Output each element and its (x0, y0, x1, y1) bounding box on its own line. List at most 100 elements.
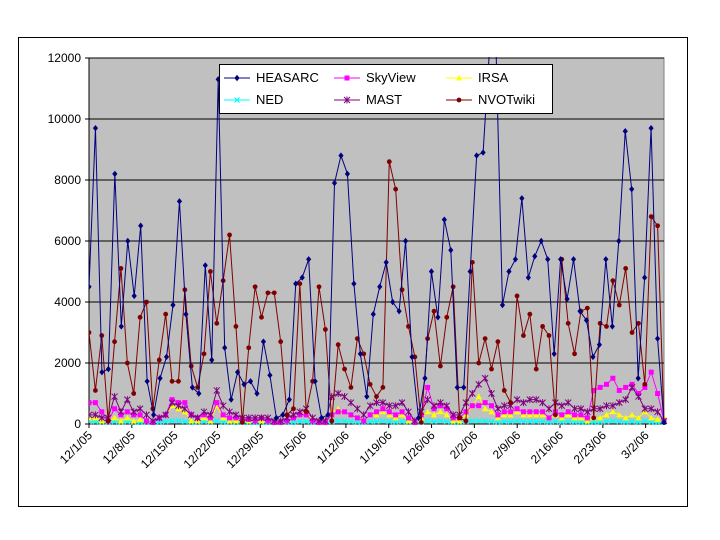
data-point-heasarc (125, 237, 131, 245)
data-point-nvotwiki (246, 345, 252, 351)
data-point-irsa (226, 417, 233, 424)
data-point-nvotwiki (463, 418, 469, 424)
data-point-ned (469, 418, 476, 424)
data-point-heasarc (299, 274, 305, 281)
data-point-heasarc (138, 222, 144, 229)
data-point-irsa (584, 417, 591, 424)
data-point-mast (136, 405, 144, 413)
data-point-nvotwiki (112, 339, 117, 345)
chart-plot: 0 2000 4000 6000 8000 10000 12000 12/1/05 12/8/0… (48, 46, 668, 471)
data-point-skyview (220, 412, 226, 418)
legend-symbol (234, 97, 240, 103)
data-point-irsa (648, 414, 655, 421)
data-point-mast (194, 414, 201, 422)
data-point-heasarc (448, 246, 454, 254)
data-point-nvotwiki (591, 415, 597, 421)
data-point-irsa (514, 408, 521, 415)
x-tick-label: 2/23/06 (571, 428, 609, 466)
data-point-heasarc (254, 390, 260, 397)
data-point-mast (296, 408, 304, 416)
data-point-nvotwiki (489, 366, 494, 372)
data-point-ned (213, 418, 220, 424)
data-point-mast (360, 411, 368, 419)
data-point-mast (162, 411, 170, 419)
data-point-mast (609, 402, 617, 410)
data-point-nvotwiki (616, 302, 622, 308)
data-point-heasarc (163, 353, 170, 361)
data-point-irsa (597, 414, 604, 421)
data-point-heasarc (370, 311, 376, 318)
data-point-nvotwiki (552, 412, 558, 418)
data-point-skyview (533, 409, 539, 415)
data-point-mast (539, 399, 546, 407)
data-point-nvotwiki (156, 357, 162, 363)
data-point-ned (571, 419, 578, 425)
data-point-irsa (616, 411, 623, 418)
x-tick-label: 1/26/06 (399, 428, 437, 466)
data-point-mast (89, 411, 93, 419)
data-point-heasarc (364, 393, 370, 400)
data-point-heasarc (331, 179, 338, 187)
data-point-heasarc (635, 375, 641, 382)
data-point-heasarc (480, 149, 486, 156)
data-point-ned (367, 418, 374, 425)
data-point-irsa (501, 411, 508, 418)
data-point-skyview (92, 400, 98, 406)
data-point-nvotwiki (540, 324, 546, 329)
data-point-mast (322, 417, 329, 425)
data-point-heasarc (286, 396, 292, 403)
data-point-heasarc (273, 414, 279, 422)
legend-symbol (343, 96, 351, 104)
data-point-mast (494, 405, 502, 413)
data-point-nvotwiki (118, 266, 124, 271)
data-point-skyview (508, 409, 514, 415)
data-point-nvotwiki (233, 324, 239, 329)
data-point-mast (309, 414, 316, 422)
data-point-ned (616, 418, 623, 425)
y-tick-label: 6000 (54, 234, 81, 248)
data-point-irsa (565, 411, 572, 418)
data-point-mast (385, 402, 393, 410)
data-point-skyview (393, 412, 399, 418)
data-point-irsa (117, 417, 124, 424)
data-point-irsa (539, 411, 546, 418)
data-point-mast (130, 408, 138, 416)
data-point-ned (379, 418, 386, 424)
data-point-skyview (361, 418, 367, 424)
data-point-mast (226, 408, 233, 416)
data-point-heasarc (461, 384, 467, 391)
data-point-skyview (144, 418, 149, 424)
data-point-nvotwiki (188, 363, 194, 369)
data-point-mast (615, 399, 623, 407)
data-point-irsa (520, 411, 527, 418)
data-point-heasarc (487, 46, 492, 52)
y-tick-label: 8000 (54, 173, 81, 187)
data-point-heasarc (506, 268, 512, 275)
data-point-mast (437, 399, 444, 407)
data-point-nvotwiki (124, 360, 130, 366)
data-point-heasarc (105, 365, 111, 373)
data-point-nvotwiki (278, 339, 284, 345)
data-point-nvotwiki (482, 336, 488, 341)
data-point-heasarc (312, 378, 318, 385)
data-point-skyview (137, 412, 143, 418)
data-point-mast (462, 399, 470, 407)
data-point-ned (597, 419, 604, 425)
data-point-mast (155, 414, 163, 422)
data-point-mast (596, 405, 604, 413)
data-point-nvotwiki (252, 284, 258, 290)
data-point-nvotwiki (89, 330, 92, 335)
legend-symbol (234, 74, 240, 82)
data-point-heasarc (609, 323, 615, 330)
data-point-ned (565, 418, 572, 425)
data-point-ned (488, 418, 495, 425)
y-tick-label: 10000 (48, 112, 82, 126)
x-tick-label: 12/15/05 (138, 428, 181, 471)
legend-label: NVOTwiki (478, 92, 536, 107)
data-point-nvotwiki (476, 360, 482, 366)
data-point-skyview (99, 409, 105, 415)
data-point-mast (603, 402, 610, 410)
data-point-mast (513, 396, 521, 404)
data-point-ned (546, 419, 552, 425)
data-point-ned (533, 418, 540, 425)
